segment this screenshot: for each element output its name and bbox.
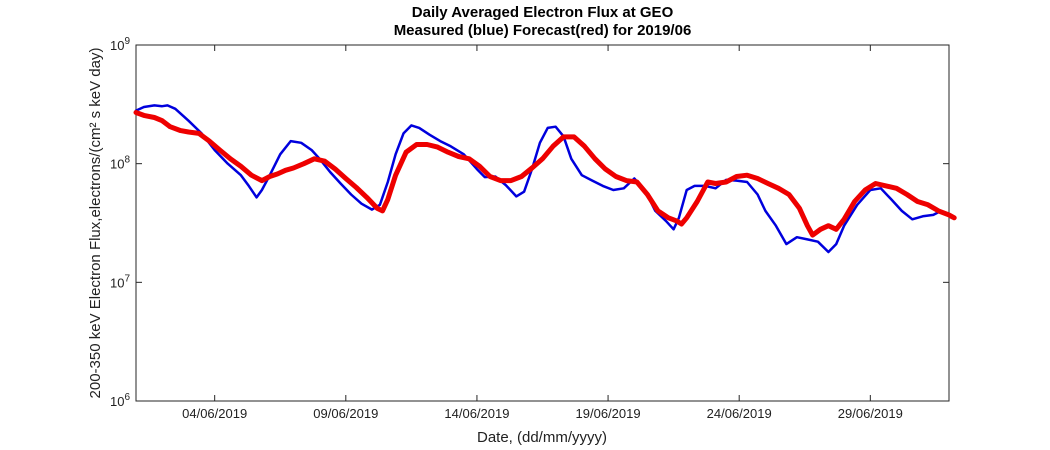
- x-tick-label: 24/06/2019: [707, 406, 772, 421]
- y-tick-label: 108: [110, 155, 130, 172]
- x-tick-label: 14/06/2019: [444, 406, 509, 421]
- chart-subtitle: Measured (blue) Forecast(red) for 2019/0…: [393, 22, 692, 39]
- series-layer: [133, 104, 957, 254]
- y-axis-ticks: 106 107 108 109: [110, 36, 949, 409]
- y-tick-label: 109: [110, 36, 130, 53]
- plot-frame: [135, 44, 950, 402]
- chart-title: Daily Averaged Electron Flux at GEO: [411, 4, 674, 21]
- x-axis-label: Date, (dd/mm/yyyy): [477, 429, 607, 446]
- x-tick-label: 04/06/2019: [182, 406, 247, 421]
- y-axis-label: 200-350 keV Electron Flux,electrons/(cm²…: [87, 48, 104, 399]
- x-tick-label: 09/06/2019: [313, 406, 378, 421]
- x-tick-label: 19/06/2019: [576, 406, 641, 421]
- x-tick-label: 29/06/2019: [838, 406, 903, 421]
- series-line-forecast: [133, 110, 957, 238]
- x-axis-ticks: 04/06/2019 09/06/2019 14/06/2019 19/06/2019…: [182, 45, 903, 421]
- y-tick-label: 107: [110, 273, 130, 290]
- y-tick-label: 106: [110, 392, 130, 409]
